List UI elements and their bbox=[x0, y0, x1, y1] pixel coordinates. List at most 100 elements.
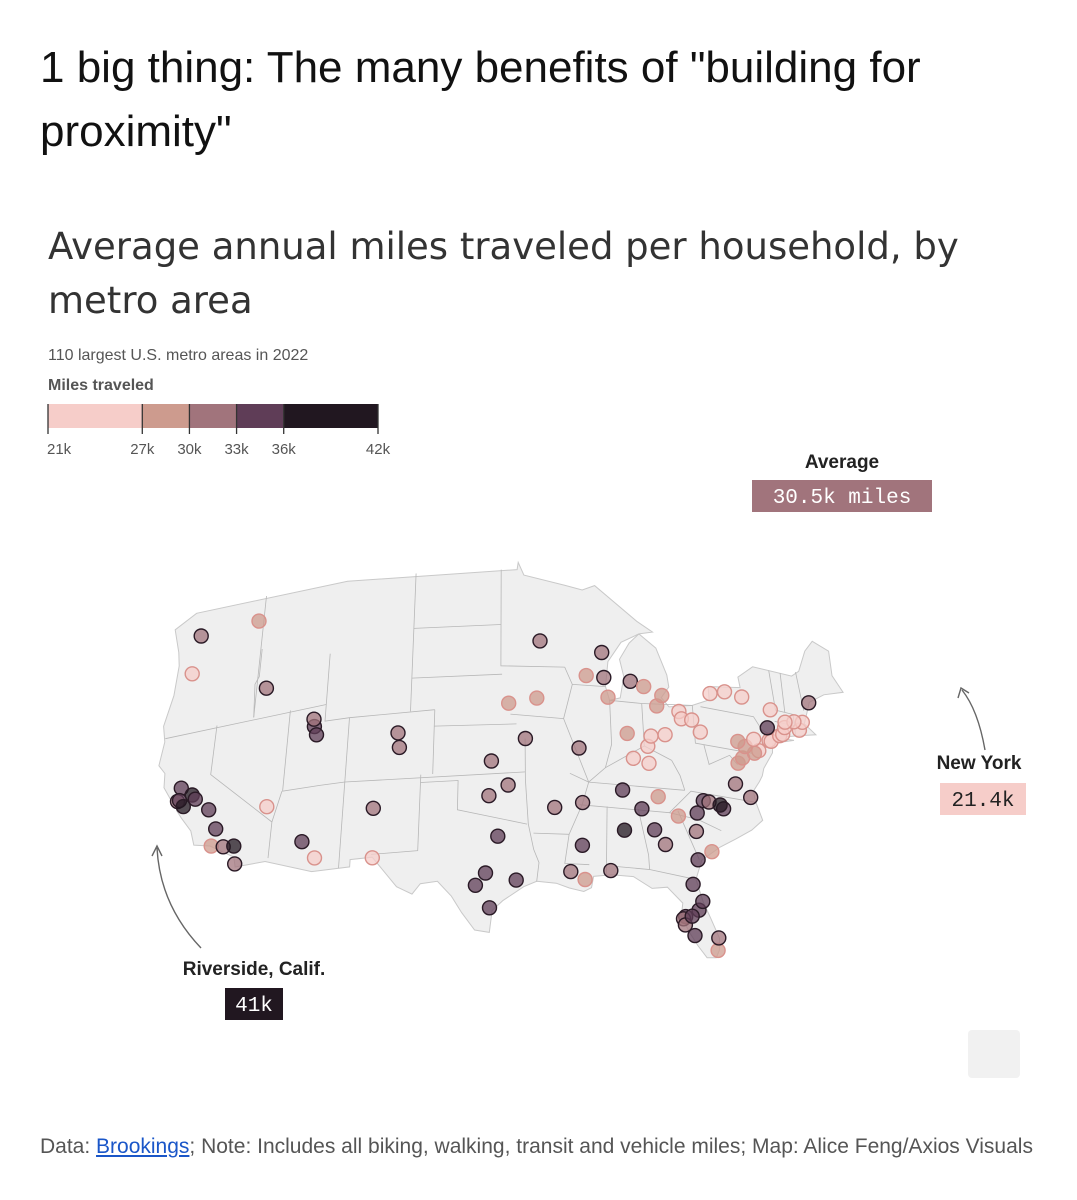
metro-dot[interactable] bbox=[574, 837, 591, 853]
metro-dot[interactable] bbox=[259, 799, 275, 815]
legend-tick-label: 33k bbox=[224, 441, 249, 458]
metro-dot[interactable] bbox=[688, 823, 705, 840]
metro-dot[interactable] bbox=[636, 678, 652, 695]
metro-dot[interactable] bbox=[578, 667, 594, 684]
metro-dot[interactable] bbox=[600, 689, 616, 705]
metro-dot[interactable] bbox=[687, 927, 703, 944]
metro-dot[interactable] bbox=[207, 821, 224, 837]
metro-dot[interactable] bbox=[306, 850, 323, 866]
metro-dot[interactable] bbox=[508, 872, 524, 888]
metro-dot[interactable] bbox=[574, 794, 591, 811]
metro-dot[interactable] bbox=[711, 930, 727, 946]
metro-dot[interactable] bbox=[670, 808, 687, 824]
metro-dot[interactable] bbox=[184, 666, 200, 682]
metro-dot[interactable] bbox=[547, 799, 563, 816]
brookings-link[interactable]: Brookings bbox=[96, 1135, 190, 1158]
metro-dot[interactable] bbox=[657, 727, 673, 743]
metro-dot[interactable] bbox=[594, 644, 610, 661]
metro-dot[interactable] bbox=[175, 798, 192, 815]
metro-dot[interactable] bbox=[643, 728, 659, 744]
legend-tick-label: 42k bbox=[366, 441, 391, 458]
metro-dot[interactable] bbox=[727, 776, 744, 792]
metro-dot[interactable] bbox=[226, 856, 243, 872]
metro-dot[interactable] bbox=[616, 822, 633, 838]
metro-dot[interactable] bbox=[801, 695, 817, 711]
state-border bbox=[609, 699, 642, 704]
legend-tick-label: 36k bbox=[272, 441, 297, 458]
state-border bbox=[779, 673, 786, 713]
metro-dot[interactable] bbox=[490, 828, 506, 844]
metro-dot[interactable] bbox=[483, 753, 500, 769]
metro-dot[interactable] bbox=[650, 789, 666, 805]
metro-dot[interactable] bbox=[685, 876, 701, 892]
fullscreen-button[interactable] bbox=[968, 1030, 1020, 1078]
metro-dot[interactable] bbox=[251, 613, 267, 629]
state-border bbox=[165, 704, 327, 740]
metro-dot[interactable] bbox=[529, 690, 545, 706]
metro-dot[interactable] bbox=[622, 673, 638, 689]
metro-dot[interactable] bbox=[365, 800, 381, 816]
metro-dot[interactable] bbox=[690, 852, 706, 868]
legend-tick-label: 21k bbox=[47, 441, 72, 458]
metro-dot[interactable] bbox=[596, 669, 612, 686]
state-border bbox=[564, 772, 590, 866]
metro-dot[interactable] bbox=[704, 844, 720, 860]
state-border bbox=[267, 791, 283, 859]
legend-tick-label: 30k bbox=[177, 441, 202, 458]
metro-dot[interactable] bbox=[517, 730, 534, 747]
metro-dot[interactable] bbox=[702, 685, 718, 702]
metro-dot[interactable] bbox=[684, 908, 700, 924]
metro-dot[interactable] bbox=[193, 628, 209, 644]
metro-dot[interactable] bbox=[762, 702, 778, 718]
metro-dot[interactable] bbox=[657, 836, 674, 853]
metro-dot[interactable] bbox=[481, 900, 498, 916]
metro-dot[interactable] bbox=[258, 680, 275, 696]
metro-dot[interactable] bbox=[743, 789, 759, 806]
metro-dot[interactable] bbox=[306, 711, 322, 727]
metro-dot[interactable] bbox=[467, 877, 484, 893]
annotation-value-box bbox=[752, 480, 932, 512]
metro-dot[interactable] bbox=[689, 805, 705, 821]
metro-dot[interactable] bbox=[187, 791, 204, 807]
metro-dot[interactable] bbox=[734, 689, 750, 705]
metro-dot[interactable] bbox=[477, 865, 494, 881]
metro-dot[interactable] bbox=[777, 714, 793, 730]
metro-dot[interactable] bbox=[684, 712, 700, 728]
metro-dot[interactable] bbox=[481, 788, 497, 804]
metro-dot[interactable] bbox=[646, 822, 663, 838]
metro-dot[interactable] bbox=[692, 724, 708, 740]
metro-dot[interactable] bbox=[641, 755, 657, 771]
metro-dot[interactable] bbox=[695, 893, 711, 910]
metro-dot[interactable] bbox=[308, 727, 325, 743]
metro-dot[interactable] bbox=[532, 633, 548, 649]
metro-dot[interactable] bbox=[759, 720, 775, 736]
state-border bbox=[420, 780, 528, 825]
metro-dot[interactable] bbox=[712, 797, 728, 813]
metro-dot[interactable] bbox=[619, 725, 635, 742]
metro-dot[interactable] bbox=[603, 862, 619, 879]
metro-dot[interactable] bbox=[500, 777, 516, 793]
metro-dot[interactable] bbox=[577, 871, 593, 888]
metro-dot[interactable] bbox=[391, 739, 408, 756]
state-border bbox=[616, 809, 651, 870]
metro-dot[interactable] bbox=[364, 850, 380, 866]
state-border bbox=[434, 723, 517, 727]
metro-dot[interactable] bbox=[571, 740, 587, 756]
metro-dot[interactable] bbox=[654, 687, 670, 704]
metro-dot[interactable] bbox=[634, 801, 650, 817]
state-border bbox=[432, 709, 436, 775]
metro-dot[interactable] bbox=[563, 863, 579, 880]
metro-dot[interactable] bbox=[716, 684, 733, 700]
metro-dot[interactable] bbox=[614, 782, 631, 798]
metro-dot[interactable] bbox=[625, 750, 642, 766]
metro-dot[interactable] bbox=[294, 834, 310, 850]
state-border bbox=[572, 684, 606, 687]
metro-dot[interactable] bbox=[390, 725, 406, 741]
source-note: Data: Brookings; Note: Includes all biki… bbox=[40, 1126, 1040, 1167]
metro-dot[interactable] bbox=[226, 838, 242, 854]
metro-dot[interactable] bbox=[501, 695, 517, 711]
metro-dot[interactable] bbox=[730, 733, 746, 750]
metro-dot[interactable] bbox=[746, 731, 762, 747]
state-border bbox=[588, 745, 672, 783]
metro-dot[interactable] bbox=[200, 802, 217, 818]
